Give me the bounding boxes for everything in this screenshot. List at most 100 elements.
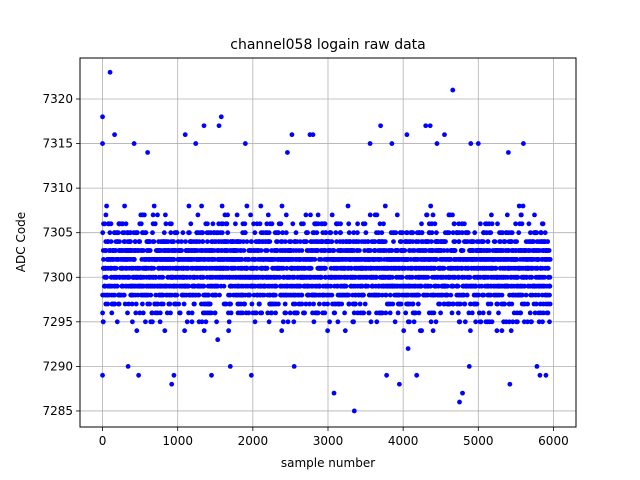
data-point bbox=[147, 248, 152, 253]
data-point bbox=[203, 319, 209, 325]
data-point bbox=[105, 301, 111, 307]
data-point bbox=[480, 239, 486, 245]
data-point bbox=[137, 239, 143, 245]
data-point bbox=[479, 283, 485, 289]
data-point bbox=[518, 212, 524, 218]
outlier-point bbox=[414, 372, 420, 378]
data-point bbox=[273, 283, 279, 289]
data-point bbox=[228, 310, 234, 316]
data-point bbox=[547, 283, 552, 289]
data-points bbox=[100, 69, 553, 414]
data-point bbox=[428, 203, 434, 209]
data-point bbox=[200, 230, 206, 236]
data-point bbox=[379, 230, 385, 236]
data-point bbox=[547, 274, 553, 280]
data-point bbox=[121, 292, 127, 298]
data-point bbox=[541, 283, 546, 289]
outlier-point bbox=[468, 141, 474, 146]
data-point bbox=[362, 221, 368, 227]
outlier-point bbox=[396, 381, 402, 387]
data-point bbox=[466, 310, 472, 316]
data-point bbox=[280, 319, 286, 325]
data-point bbox=[430, 212, 436, 218]
data-point bbox=[186, 283, 192, 289]
data-point bbox=[185, 265, 191, 271]
data-point bbox=[494, 301, 500, 307]
data-point bbox=[496, 310, 501, 316]
data-point bbox=[446, 230, 452, 236]
outlier-point bbox=[505, 150, 511, 155]
data-point bbox=[488, 292, 494, 298]
data-point bbox=[322, 274, 328, 280]
data-point bbox=[441, 248, 447, 253]
data-point bbox=[452, 274, 457, 280]
data-point bbox=[289, 257, 295, 262]
data-point bbox=[345, 203, 351, 209]
data-point bbox=[281, 265, 286, 271]
data-point bbox=[287, 310, 293, 316]
data-point bbox=[516, 203, 522, 209]
data-point bbox=[178, 248, 184, 253]
data-point bbox=[343, 283, 349, 289]
data-point bbox=[153, 292, 159, 298]
data-point bbox=[149, 310, 155, 316]
data-point bbox=[432, 265, 438, 271]
data-point bbox=[377, 221, 383, 227]
data-point bbox=[410, 230, 416, 236]
data-point bbox=[499, 328, 505, 334]
data-point bbox=[521, 301, 527, 307]
data-point bbox=[333, 230, 339, 236]
data-point bbox=[169, 221, 174, 227]
data-point bbox=[152, 221, 158, 227]
data-point bbox=[346, 230, 352, 236]
data-point bbox=[445, 283, 450, 289]
data-point bbox=[100, 230, 106, 236]
data-point bbox=[116, 230, 121, 236]
data-point bbox=[361, 310, 367, 316]
data-point bbox=[339, 301, 345, 307]
data-point bbox=[132, 257, 137, 262]
data-point bbox=[416, 310, 422, 316]
data-point bbox=[450, 230, 456, 236]
data-point bbox=[389, 248, 395, 253]
data-point bbox=[250, 265, 256, 271]
outlier-point bbox=[378, 123, 384, 129]
data-point bbox=[327, 319, 332, 325]
data-point bbox=[183, 239, 188, 245]
data-point bbox=[368, 248, 373, 253]
x-axis: 0 1000 2000 3000 4000 5000 6000 bbox=[99, 427, 569, 448]
data-point bbox=[307, 301, 312, 307]
data-point bbox=[303, 301, 309, 307]
data-point bbox=[355, 230, 360, 236]
data-point bbox=[171, 257, 176, 262]
data-point bbox=[498, 283, 504, 289]
data-point bbox=[533, 301, 539, 307]
data-point bbox=[470, 239, 475, 245]
data-point bbox=[452, 239, 458, 245]
data-point bbox=[452, 221, 457, 227]
data-point bbox=[515, 274, 521, 280]
data-point bbox=[428, 283, 433, 289]
outlier-point bbox=[466, 363, 472, 369]
outlier-point bbox=[404, 132, 410, 138]
data-point bbox=[397, 239, 403, 245]
data-point bbox=[460, 248, 466, 253]
data-point bbox=[186, 310, 192, 316]
data-point bbox=[338, 230, 343, 236]
data-point bbox=[264, 265, 270, 271]
x-tick-label: 3000 bbox=[313, 434, 344, 448]
data-point bbox=[516, 230, 522, 236]
data-point bbox=[547, 301, 553, 307]
data-point bbox=[394, 212, 400, 218]
data-point bbox=[393, 230, 399, 236]
data-point bbox=[276, 301, 281, 307]
data-point bbox=[534, 230, 540, 236]
data-point bbox=[179, 239, 184, 245]
data-point bbox=[389, 274, 395, 280]
data-point bbox=[163, 221, 169, 227]
data-point bbox=[338, 221, 343, 227]
data-point bbox=[171, 239, 177, 245]
data-point bbox=[176, 301, 182, 307]
outlier-point bbox=[100, 372, 105, 378]
data-point bbox=[279, 328, 285, 334]
